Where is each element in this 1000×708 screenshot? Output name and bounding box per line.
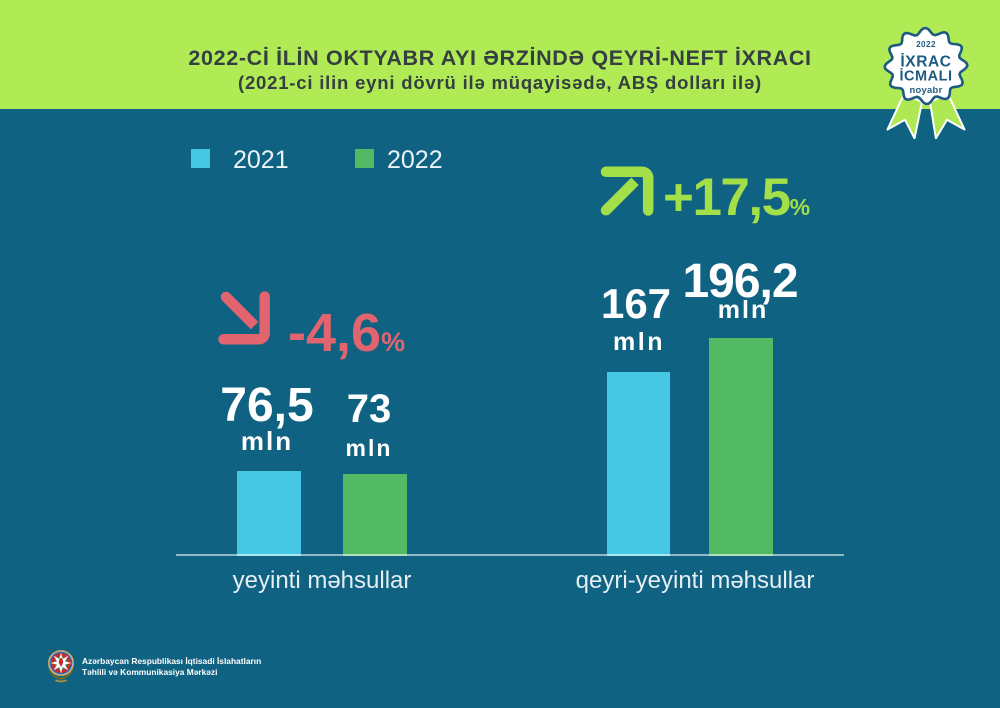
svg-text:İCMALI: İCMALI bbox=[900, 67, 953, 84]
svg-text:İXRAC: İXRAC bbox=[900, 54, 951, 71]
svg-text:2022: 2022 bbox=[916, 40, 936, 49]
svg-text:noyabr: noyabr bbox=[909, 84, 942, 95]
